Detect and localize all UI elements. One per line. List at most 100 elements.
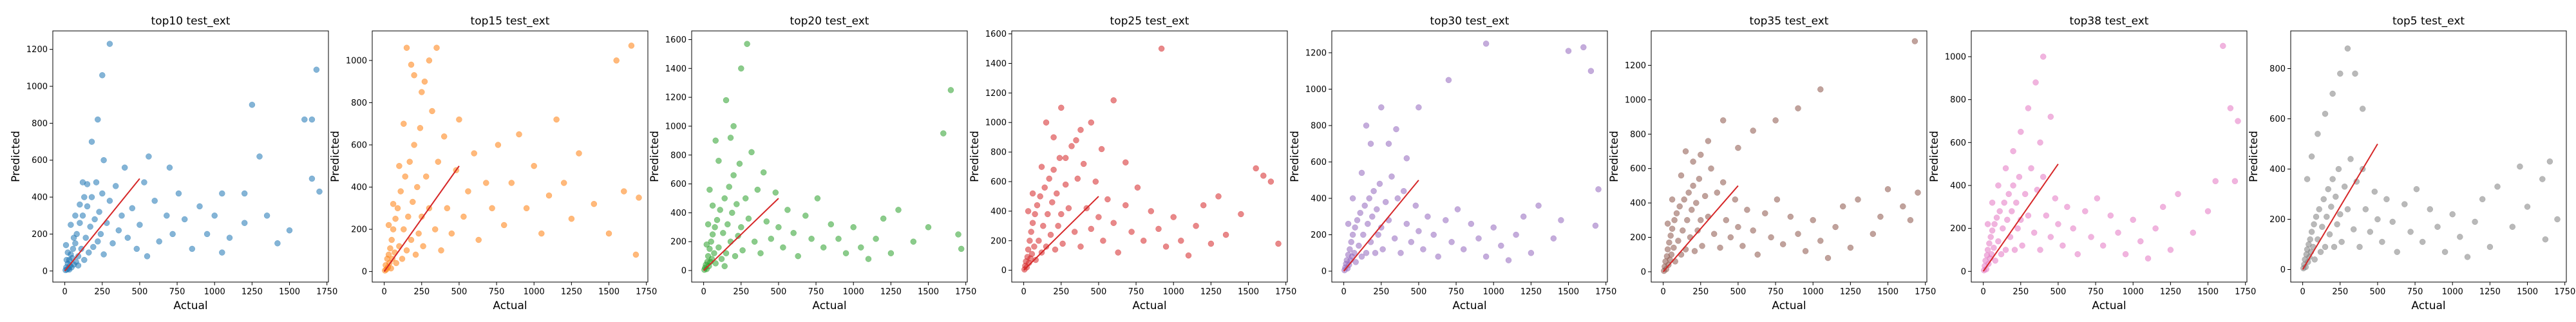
data-point <box>1682 148 1689 155</box>
x-tick-label: 0 <box>62 287 67 297</box>
plot-frame <box>691 30 968 283</box>
data-point <box>475 236 482 243</box>
data-point <box>2032 79 2039 86</box>
data-point <box>204 231 211 238</box>
data-point <box>744 41 750 47</box>
data-point <box>760 169 767 176</box>
x-tick-label: 250 <box>733 287 749 297</box>
data-point <box>1238 211 1244 218</box>
data-point <box>403 247 410 254</box>
data-point <box>79 213 86 219</box>
data-point <box>189 245 196 252</box>
data-point <box>1054 190 1060 197</box>
y-tick-label: 1200 <box>26 45 48 55</box>
data-point <box>828 221 835 228</box>
data-point <box>64 249 71 256</box>
data-point <box>712 260 719 267</box>
data-point <box>2554 216 2561 223</box>
data-point <box>2338 238 2345 245</box>
data-point <box>422 173 430 180</box>
plot-frame <box>1011 30 1288 283</box>
y-tick-label: 800 <box>2269 64 2286 74</box>
data-point <box>2464 254 2471 260</box>
data-point <box>1028 229 1034 235</box>
data-point <box>1378 104 1385 111</box>
data-point <box>1088 225 1095 232</box>
data-point <box>1253 165 1259 172</box>
data-point <box>2122 251 2129 258</box>
data-point <box>1032 256 1039 263</box>
y-tick-label: 800 <box>1311 121 1327 131</box>
data-point <box>1676 203 1683 210</box>
data-point <box>2060 242 2066 249</box>
data-point <box>1275 240 1282 247</box>
data-point <box>392 215 399 222</box>
data-point <box>175 190 182 197</box>
chart-title: top35 test_ext <box>1750 15 1829 28</box>
data-point <box>1059 240 1066 247</box>
data-point <box>112 183 119 189</box>
data-point <box>1832 223 1839 231</box>
y-tick-label: 200 <box>1950 224 1966 234</box>
data-point <box>2367 229 2374 235</box>
data-point <box>448 230 455 237</box>
data-point <box>1717 244 1723 251</box>
data-point <box>181 216 188 223</box>
data-point <box>385 222 392 229</box>
data-point <box>1037 193 1043 200</box>
data-point <box>538 230 545 237</box>
data-point <box>2542 236 2549 243</box>
data-point <box>82 234 89 241</box>
data-point <box>124 234 131 241</box>
x-tick-label: 250 <box>94 287 110 297</box>
data-point <box>166 164 173 171</box>
data-point <box>2016 173 2023 180</box>
data-point <box>72 213 79 219</box>
scatter-points <box>1981 43 2241 274</box>
data-point <box>1443 217 1449 223</box>
scatter-points <box>1021 45 1282 273</box>
plot-frame <box>52 30 329 283</box>
data-point <box>910 238 917 245</box>
data-point <box>1795 105 1801 111</box>
data-point <box>1900 203 1906 210</box>
data-point <box>1031 243 1037 250</box>
data-point <box>2304 176 2311 182</box>
x-tick-label: 1000 <box>204 287 225 297</box>
data-point <box>2000 225 2006 232</box>
y-tick-label: 600 <box>32 156 48 166</box>
x-axis-label: Actual <box>1452 299 1486 312</box>
data-point <box>738 224 744 231</box>
data-point <box>81 194 88 200</box>
data-point <box>1907 217 1914 223</box>
x-tick-label: 750 <box>1768 287 1784 297</box>
data-point <box>516 131 522 138</box>
data-point <box>865 256 872 262</box>
data-point <box>1055 223 1061 229</box>
x-tick-label: 250 <box>1692 287 1709 297</box>
data-point <box>730 123 737 129</box>
y-tick-label: 200 <box>990 236 1007 246</box>
data-point <box>2018 128 2024 135</box>
data-point <box>2055 221 2061 227</box>
data-point <box>1040 223 1046 229</box>
data-point <box>2311 256 2318 263</box>
data-point <box>1065 205 1072 212</box>
data-point <box>1998 251 2005 258</box>
y-tick-label: 800 <box>351 99 367 108</box>
data-point <box>1701 193 1709 200</box>
data-point <box>435 158 442 165</box>
data-point <box>1817 86 1824 93</box>
data-point <box>895 207 902 213</box>
data-point <box>2130 216 2136 223</box>
data-point <box>456 116 462 123</box>
data-point <box>81 256 88 263</box>
data-point <box>1991 221 1998 227</box>
data-point <box>1877 213 1884 220</box>
data-point <box>70 245 77 252</box>
x-axis-label: Actual <box>1772 299 1806 312</box>
x-tick-label: 1250 <box>1840 287 1861 297</box>
data-point <box>2040 53 2047 60</box>
subplot-8: 0 250 500 750 1000 1250 1500 1750 0 200 400 600 800 t… <box>2248 15 2575 312</box>
data-point <box>1193 223 1199 229</box>
